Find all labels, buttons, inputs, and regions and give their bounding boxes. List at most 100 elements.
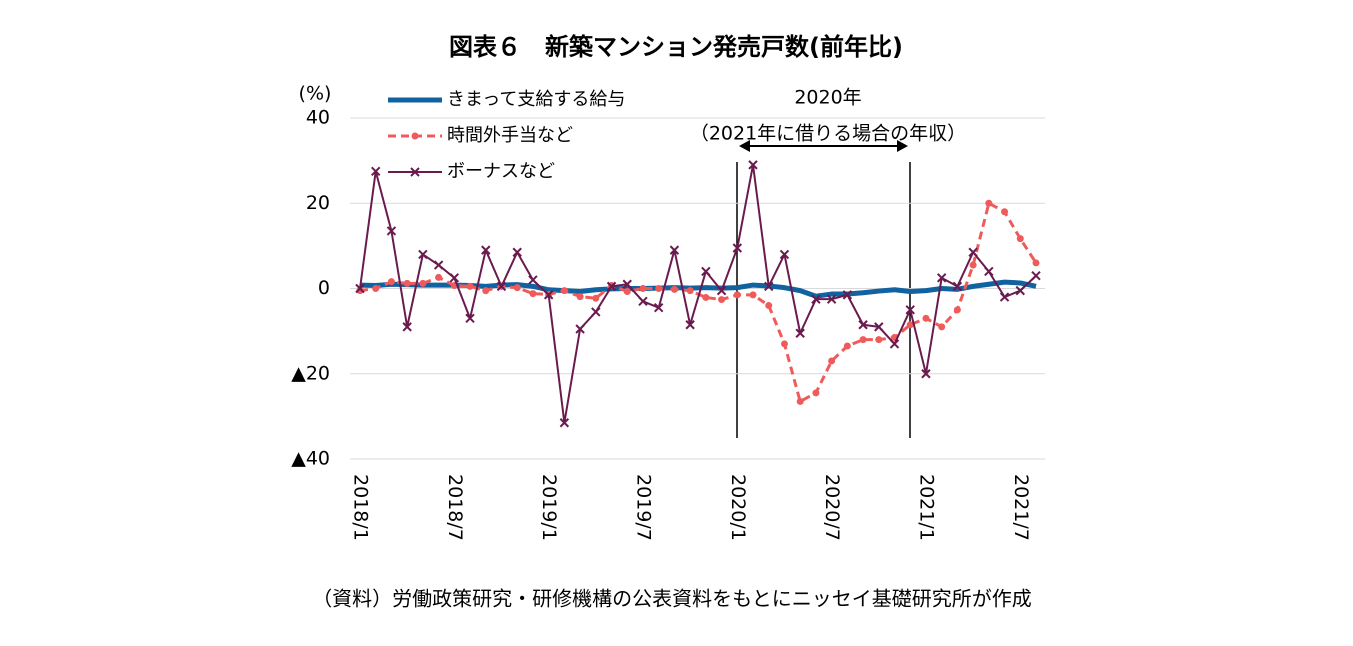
data-point — [826, 294, 837, 304]
y-axis-unit: (%) — [299, 83, 332, 105]
data-point — [387, 278, 395, 286]
data-point — [859, 336, 867, 344]
data-point — [843, 342, 851, 350]
data-point — [576, 293, 584, 301]
data-point — [702, 293, 710, 301]
data-point — [984, 266, 994, 277]
data-point — [371, 166, 381, 176]
data-point — [952, 281, 963, 292]
legend-marker — [411, 132, 419, 140]
data-point — [936, 273, 947, 283]
legend-label: 時間外手当など — [447, 125, 573, 146]
data-point — [559, 418, 570, 428]
data-point — [403, 279, 411, 287]
data-point — [513, 284, 521, 292]
data-point — [874, 322, 884, 332]
data-point — [953, 306, 961, 314]
data-point — [653, 302, 664, 313]
data-point — [481, 245, 491, 255]
series-line — [359, 163, 1037, 424]
data-point — [466, 282, 474, 290]
source-note: （資料）労働政策研究・研修機構の公表資料をもとにニッセイ基礎研究所が作成 — [312, 587, 1032, 611]
data-point — [905, 305, 915, 315]
y-tick-label: 20 — [306, 192, 330, 214]
series — [355, 160, 1041, 428]
data-point — [1032, 259, 1040, 267]
x-tick-label: 2019/7 — [632, 474, 654, 541]
data-point — [858, 320, 868, 330]
data-point — [639, 285, 647, 292]
data-point — [669, 245, 680, 255]
data-point — [842, 290, 853, 300]
y-tick-label: ▲40 — [291, 448, 330, 470]
x-tick-label: 2020/7 — [821, 474, 843, 541]
data-point — [685, 320, 695, 330]
data-point — [906, 321, 914, 329]
data-point — [969, 261, 977, 269]
data-point — [655, 285, 663, 292]
data-point — [795, 328, 805, 338]
x-tick-label: 2018/1 — [350, 474, 372, 541]
data-point — [968, 247, 978, 257]
data-point — [386, 226, 397, 236]
x-tick-label: 2021/1 — [915, 474, 937, 541]
data-point — [418, 249, 428, 260]
data-point — [889, 339, 900, 349]
data-point — [922, 314, 930, 322]
legend-marker — [410, 167, 420, 177]
data-point — [765, 302, 773, 310]
data-point — [716, 285, 727, 296]
x-tick-label: 2019/1 — [538, 474, 560, 541]
data-point — [812, 389, 820, 397]
data-point — [718, 296, 726, 304]
data-point — [938, 323, 946, 331]
y-tick-label: ▲20 — [291, 362, 330, 384]
data-point — [482, 287, 490, 295]
data-point — [529, 290, 537, 298]
data-point — [749, 291, 757, 299]
data-point — [1031, 271, 1041, 281]
data-point — [670, 285, 678, 293]
data-point — [496, 281, 507, 292]
data-point — [402, 322, 412, 332]
data-point — [355, 283, 365, 294]
data-point — [985, 199, 993, 207]
data-point — [779, 249, 790, 260]
data-point — [748, 160, 758, 170]
data-point — [372, 285, 380, 292]
y-tick-label: 40 — [306, 107, 330, 129]
data-point — [701, 266, 711, 277]
data-point — [796, 397, 804, 405]
data-point — [1001, 208, 1009, 216]
data-point — [921, 369, 931, 379]
data-point — [780, 340, 788, 348]
period-arrow — [739, 140, 908, 152]
y-tick-label: 0 — [318, 277, 330, 299]
data-point — [528, 275, 538, 285]
legend-label: きまって支給する給与 — [447, 89, 625, 110]
x-tick-label: 2018/7 — [444, 474, 466, 541]
data-point — [1016, 235, 1024, 243]
series-line — [359, 201, 1038, 403]
data-point — [543, 290, 554, 300]
data-point — [449, 273, 460, 283]
annotation: （2021年に借りる場合の年収） — [690, 123, 966, 145]
data-point — [828, 357, 836, 365]
data-point — [433, 260, 444, 270]
data-point — [591, 307, 601, 317]
data-point — [999, 292, 1010, 302]
data-point — [435, 273, 443, 281]
data-point — [811, 294, 821, 304]
data-point — [560, 287, 568, 295]
annotation: 2020年 — [794, 87, 861, 109]
chart-title: 図表６ 新築マンション発売戸数(前年比) — [449, 33, 903, 61]
data-point — [875, 336, 883, 344]
data-point — [465, 313, 475, 324]
data-point — [623, 287, 631, 295]
data-point — [686, 287, 694, 295]
x-tick-label: 2021/7 — [1010, 474, 1032, 541]
data-point — [606, 281, 617, 292]
data-point — [1015, 285, 1025, 296]
